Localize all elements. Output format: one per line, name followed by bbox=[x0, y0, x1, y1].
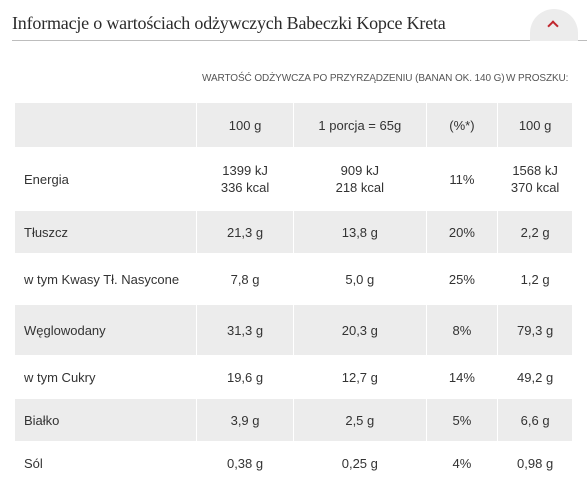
table-row: Białko 3,9 g 2,5 g 5% 6,6 g bbox=[13, 398, 573, 442]
cell-per100: 3,9 g bbox=[196, 398, 294, 442]
cell-percent: 8% bbox=[425, 304, 499, 356]
chevron-up-icon bbox=[547, 20, 559, 32]
row-label: w tym Cukry bbox=[13, 355, 198, 399]
cell-powder: 0,98 g bbox=[497, 441, 573, 485]
cell-portion: 2,5 g bbox=[292, 398, 427, 442]
nutrition-table: 100 g 1 porcja = 65g (%*) 100 g Energia … bbox=[13, 102, 573, 485]
cell-powder: 1568 kJ 370 kcal bbox=[497, 147, 573, 211]
table-row: Węglowodany 31,3 g 20,3 g 8% 79,3 g bbox=[13, 304, 573, 356]
cell-per100: 31,3 g bbox=[196, 304, 294, 356]
cell-per100-kcal: 336 kcal bbox=[220, 180, 270, 195]
cell-powder: 79,3 g bbox=[497, 304, 573, 356]
cell-portion: 909 kJ 218 kcal bbox=[292, 147, 427, 211]
cell-powder-kcal: 370 kcal bbox=[510, 180, 560, 195]
header-cell-portion: 1 porcja = 65g bbox=[292, 102, 427, 148]
row-label: w tym Kwasy Tł. Nasycone bbox=[13, 253, 198, 305]
title-divider bbox=[12, 40, 587, 41]
cell-per100: 1399 kJ 336 kcal bbox=[196, 147, 294, 211]
cell-portion: 0,25 g bbox=[292, 441, 427, 485]
cell-percent: 14% bbox=[425, 355, 499, 399]
cell-percent: 20% bbox=[425, 210, 499, 254]
header-cell-percent: (%*) bbox=[425, 102, 499, 148]
cell-portion-kj: 909 kJ bbox=[340, 163, 379, 178]
cell-percent: 25% bbox=[425, 253, 499, 305]
cell-percent: 11% bbox=[425, 147, 499, 211]
table-row: w tym Cukry 19,6 g 12,7 g 14% 49,2 g bbox=[13, 355, 573, 399]
cell-per100-kj: 1399 kJ bbox=[222, 163, 268, 178]
cell-portion: 5,0 g bbox=[292, 253, 427, 305]
table-row: Tłuszcz 21,3 g 13,8 g 20% 2,2 g bbox=[13, 210, 573, 254]
cell-powder: 2,2 g bbox=[497, 210, 573, 254]
row-label: Sól bbox=[13, 441, 198, 485]
row-label: Węglowodany bbox=[13, 304, 198, 356]
cell-portion: 13,8 g bbox=[292, 210, 427, 254]
row-label: Białko bbox=[13, 398, 198, 442]
table-header-row: 100 g 1 porcja = 65g (%*) 100 g bbox=[13, 102, 573, 148]
cell-powder-kj: 1568 kJ bbox=[512, 163, 558, 178]
column-header-powder: W PROSZKU: bbox=[506, 73, 569, 84]
row-label: Tłuszcz bbox=[13, 210, 198, 254]
cell-per100: 7,8 g bbox=[196, 253, 294, 305]
table-row: w tym Kwasy Tł. Nasycone 7,8 g 5,0 g 25%… bbox=[13, 253, 573, 305]
collapse-button[interactable] bbox=[530, 9, 578, 41]
header-cell-empty bbox=[13, 102, 198, 148]
cell-powder: 49,2 g bbox=[497, 355, 573, 399]
cell-portion: 20,3 g bbox=[292, 304, 427, 356]
cell-percent: 5% bbox=[425, 398, 499, 442]
table-row: Energia 1399 kJ 336 kcal 909 kJ 218 kcal… bbox=[13, 147, 573, 211]
cell-per100: 19,6 g bbox=[196, 355, 294, 399]
header-cell-100g: 100 g bbox=[196, 102, 294, 148]
table-row: Sól 0,38 g 0,25 g 4% 0,98 g bbox=[13, 441, 573, 485]
column-header-prepared: WARTOŚĆ ODŻYWCZA PO PRZYRZĄDZENIU (BANAN… bbox=[202, 73, 505, 84]
cell-powder: 1,2 g bbox=[497, 253, 573, 305]
cell-per100: 0,38 g bbox=[196, 441, 294, 485]
cell-portion: 12,7 g bbox=[292, 355, 427, 399]
cell-per100: 21,3 g bbox=[196, 210, 294, 254]
row-label: Energia bbox=[13, 147, 198, 211]
section-title: Informacje o wartościach odżywczych Babe… bbox=[12, 13, 446, 33]
header-cell-powder-100g: 100 g bbox=[497, 102, 573, 148]
cell-percent: 4% bbox=[425, 441, 499, 485]
cell-powder: 6,6 g bbox=[497, 398, 573, 442]
cell-portion-kcal: 218 kcal bbox=[335, 180, 385, 195]
section-header: Informacje o wartościach odżywczych Babe… bbox=[0, 0, 587, 42]
